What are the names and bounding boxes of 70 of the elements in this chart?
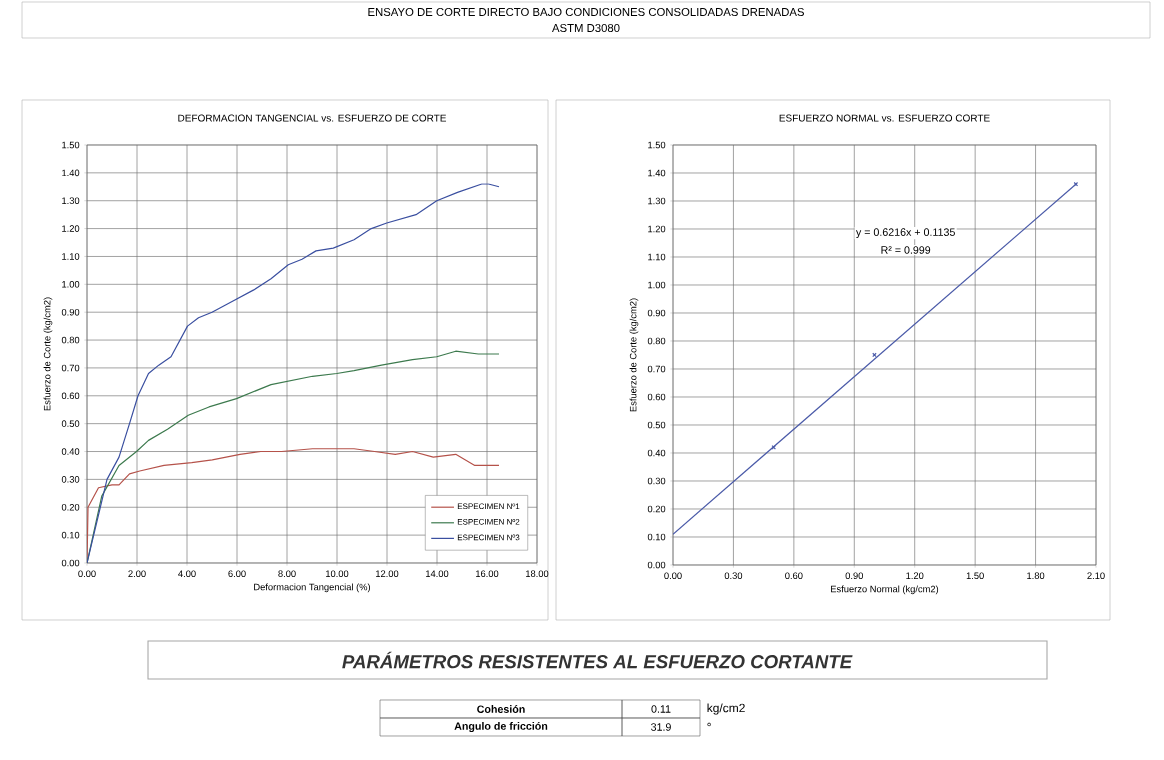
y-tick-label: 0.10 [61,531,80,539]
x-tick-label: 0.60 [785,572,803,579]
y-tick-label: 0.50 [647,421,666,429]
y-tick-label: 0.50 [61,420,80,427]
y-tick-label: 1.30 [648,197,666,205]
x-axis-title: Deformacion Tangencial (%) [254,583,371,593]
chart-title: ESFUERZO NORMAL vs. ESFUERZO CORTE [779,114,990,122]
y-tick-label: 0.20 [61,503,80,511]
x-tick-label: 18.00 [526,570,549,577]
y-tick-label: 0.30 [647,477,666,485]
text: ° [707,722,711,727]
text: kg/cm2 [707,703,745,715]
annotation: y = 0.6216x + 0.1135 [855,228,955,239]
x-tick-label: 14.00 [426,570,449,577]
y-tick-label: 0.60 [647,393,666,401]
y-tick-label: 0.10 [647,533,666,541]
y-tick-label: 0.90 [61,308,80,316]
text: PARÁMETROS RESISTENTES AL ESFUERZO CORTANTE [342,651,853,669]
y-tick-label: 0.40 [647,449,666,457]
chart-title: DEFORMACION TANGENCIAL vs. ESFUERZO DE CORTE [178,114,447,122]
y-tick-label: 1.20 [648,225,666,233]
x-tick-label: 2.10 [1087,572,1105,579]
x-tick-label: 4.00 [178,570,196,577]
y-tick-label: 1.50 [62,141,80,149]
y-tick-label: 1.40 [648,169,666,177]
data-label: 31.9 [651,723,671,731]
x-tick-label: 1.50 [966,572,984,579]
y-tick-label: 0.70 [647,365,666,373]
y-tick-label: 1.10 [648,253,666,261]
annotation: R² = 0.999 [881,246,931,254]
x-axis-title: Esfuerzo Normal (kg/cm2) [831,585,939,595]
x-tick-label: 1.20 [906,572,924,579]
x-tick-label: 6.00 [228,570,246,577]
y-tick-label: 1.00 [62,281,80,288]
x-tick-label: 8.00 [278,570,296,577]
y-tick-label: 1.40 [62,169,80,177]
y-axis-title: Esfuerzo de Corte (kg/cm2) [629,298,639,412]
x-tick-label: 12.00 [376,570,399,577]
x-tick-label: 2.00 [128,570,146,577]
y-tick-label: 0.00 [61,559,80,567]
category-label: Cohesión [477,705,525,713]
x-tick-label: 0.30 [724,572,743,579]
x-tick-label: 0.00 [664,572,682,579]
y-tick-label: 0.00 [647,561,666,569]
x-tick-label: 0.90 [845,572,864,579]
category-label: Angulo de fricción [454,721,548,733]
text: ENSAYO DE CORTE DIRECTO BAJO CONDICIONES CONSOLIDADAS DRENADAS [368,7,804,16]
text: ASTM D3080 [552,23,620,32]
x-tick-label: 10.00 [326,570,349,577]
y-tick-label: 1.30 [62,197,80,205]
y-tick-label: 0.40 [61,448,80,455]
legend-label: ESPECIMEN Nº1 [457,503,520,510]
y-tick-label: 1.00 [648,281,666,289]
y-tick-label: 0.60 [61,392,80,400]
data-label: 0.11 [651,705,671,713]
y-tick-label: 1.50 [648,141,666,149]
x-tick-label: 16.00 [476,570,499,577]
legend-label: ESPECIMEN Nº3 [457,534,520,541]
y-tick-label: 0.70 [61,364,80,372]
x-tick-label: 1.80 [1027,572,1045,579]
y-tick-label: 0.80 [61,336,80,344]
y-tick-label: 0.80 [647,337,666,345]
y-tick-label: 1.10 [62,253,80,260]
y-tick-label: 1.20 [62,225,80,232]
x-tick-label: 0.00 [78,570,96,577]
legend-label: ESPECIMEN Nº2 [457,518,520,525]
y-tick-label: 0.90 [647,309,666,317]
y-tick-label: 0.30 [61,476,80,483]
y-tick-label: 0.20 [647,505,666,513]
y-axis-title: Esfuerzo de Corte (kg/cm2) [43,297,53,411]
